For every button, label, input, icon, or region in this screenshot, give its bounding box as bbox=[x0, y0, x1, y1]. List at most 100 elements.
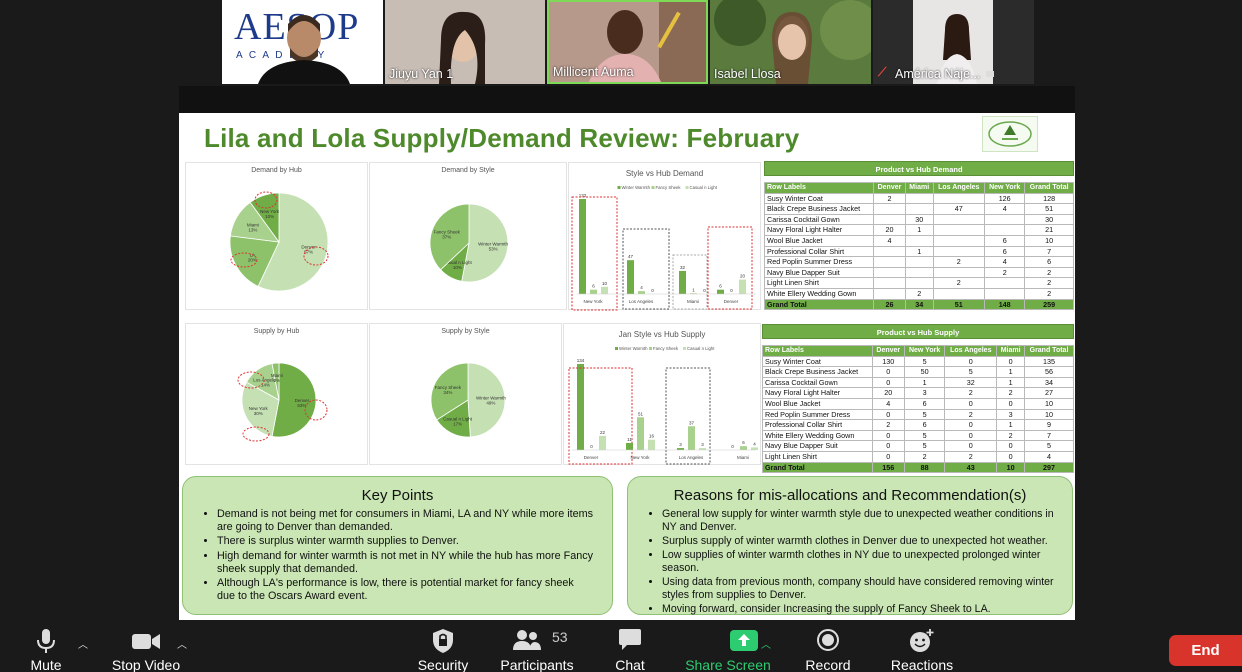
table-cell: 56 bbox=[1024, 366, 1074, 378]
table-cell: 0 bbox=[944, 397, 998, 410]
table-cell: 2 bbox=[944, 408, 998, 421]
stop-video-button[interactable]: Stop Video bbox=[106, 622, 186, 672]
table-cell: 10 bbox=[1024, 234, 1074, 247]
table-cell: White Ellery Wedding Gown bbox=[764, 287, 874, 300]
bar-value-label: 134 bbox=[577, 358, 585, 363]
bar bbox=[679, 270, 686, 294]
security-button[interactable]: Security bbox=[412, 622, 474, 672]
video-tile-host[interactable]: AESOP A C A D E M Y bbox=[222, 0, 383, 84]
table-cell: 0 bbox=[871, 429, 905, 442]
table-row: Professional Collar Shirt 2 6 0 1 9 bbox=[762, 419, 1074, 431]
table-cell: Wool Blue Jacket bbox=[762, 397, 873, 410]
table-cell: 0 bbox=[871, 376, 905, 389]
bar-value-label: 11 bbox=[627, 437, 632, 442]
table-cell: 20 bbox=[871, 387, 905, 399]
table-cell: 130 bbox=[871, 355, 905, 368]
table-cell bbox=[873, 287, 906, 300]
table-row: Carissa Cocktail Gown 30 30 bbox=[764, 213, 1074, 226]
table-cell: 27 bbox=[1024, 387, 1074, 399]
table-cell: 6 bbox=[984, 234, 1026, 247]
table-cell bbox=[873, 277, 906, 289]
record-button[interactable]: Record bbox=[800, 622, 856, 672]
pie-slice-label: Miami bbox=[247, 223, 259, 228]
bar bbox=[751, 447, 758, 450]
pie-slice-label: Fancy Sheek bbox=[434, 229, 461, 234]
pie-slice bbox=[467, 362, 506, 438]
video-tile-active-speaker[interactable]: Millicent Auma bbox=[547, 0, 708, 84]
highlight-circle bbox=[230, 252, 258, 268]
audio-options-caret-icon[interactable]: ︿ bbox=[78, 640, 88, 651]
table-cell: 32 bbox=[944, 376, 998, 389]
bar-value-label: 10 bbox=[602, 281, 608, 286]
table-cell: 148 bbox=[984, 298, 1026, 311]
table-cell: 1 bbox=[996, 366, 1026, 378]
bar-value-label: 0 bbox=[730, 288, 733, 293]
bar-value-label: 6 bbox=[742, 440, 745, 445]
table-cell: Susy Winter Coat bbox=[764, 192, 874, 205]
video-options-caret-icon[interactable]: ︿ bbox=[177, 640, 187, 651]
chart-title: Demand by Style bbox=[441, 167, 495, 174]
pie-slice-percent: 14% bbox=[261, 382, 270, 387]
legend-swatch bbox=[617, 186, 621, 189]
share-options-caret-icon[interactable]: ︿ bbox=[761, 640, 771, 651]
table-cell: Professional Collar Shirt bbox=[764, 245, 874, 258]
bar-value-label: 20 bbox=[740, 274, 746, 279]
video-tile-participant-1[interactable]: Jiuyu Yan 1 bbox=[385, 0, 545, 84]
pie-slice-percent: 57% bbox=[304, 250, 313, 255]
table-cell: 5 bbox=[903, 429, 946, 442]
legend-swatch bbox=[649, 347, 652, 350]
reactions-button[interactable]: Reactions bbox=[886, 622, 958, 672]
column-header: Grand Total bbox=[1024, 182, 1074, 194]
participants-label: Participants bbox=[500, 657, 574, 672]
list-item: Low supplies of winter warmth clothes in… bbox=[662, 549, 1054, 575]
pie-slice bbox=[430, 362, 469, 421]
chat-button[interactable]: Chat bbox=[605, 622, 655, 672]
table-cell: 2 bbox=[944, 387, 998, 399]
pie-slice-label: Fancy Sheek bbox=[435, 385, 462, 390]
mute-button[interactable]: Mute bbox=[18, 622, 74, 672]
video-tile-participant-3[interactable]: Isabel Llosa bbox=[710, 0, 871, 84]
aesop-logo-subtext: A C A D E M Y bbox=[236, 50, 327, 61]
bar-value-label: 16 bbox=[649, 434, 655, 439]
video-tile-participant-4[interactable]: ⟋ América Náje... bbox=[873, 0, 1034, 84]
bar-value-label: 0 bbox=[731, 444, 734, 449]
table-cell: 1 bbox=[904, 224, 934, 236]
bar-value-label: 4 bbox=[640, 285, 643, 290]
bar-category-label: New York bbox=[630, 455, 650, 460]
highlight-box bbox=[568, 367, 633, 465]
table-cell: Carissa Cocktail Gown bbox=[762, 376, 873, 389]
table-row: White Ellery Wedding Gown 2 2 bbox=[764, 287, 1074, 300]
participant-1-image bbox=[385, 0, 545, 84]
bar-value-label: 22 bbox=[600, 430, 606, 435]
table-cell: 4 bbox=[984, 203, 1026, 215]
bar-value-label: 3 bbox=[679, 442, 682, 447]
table-row: Wool Blue Jacket 4 6 0 0 10 bbox=[762, 397, 1074, 410]
pie-slice bbox=[257, 192, 329, 292]
table-cell bbox=[904, 266, 934, 279]
tile-menu-icon[interactable] bbox=[986, 71, 994, 77]
table-cell: 0 bbox=[871, 440, 905, 452]
pie-slice-percent: 49% bbox=[486, 400, 495, 405]
table-row: Carissa Cocktail Gown 0 1 32 1 34 bbox=[762, 376, 1074, 389]
share-screen-button[interactable]: Share Screen bbox=[681, 622, 775, 672]
bar-value-label: 51 bbox=[638, 411, 644, 416]
supply-by-style-chart: Supply by Style Winter Warmth 49% Casual n… bbox=[369, 323, 562, 465]
table-row: Red Poplin Summer Dress 0 5 2 3 10 bbox=[762, 408, 1074, 421]
end-meeting-button[interactable]: End bbox=[1169, 635, 1242, 666]
table-cell: 0 bbox=[996, 450, 1026, 463]
chart-title: Style vs Hub Demand bbox=[625, 169, 704, 178]
stop-video-label: Stop Video bbox=[111, 657, 181, 672]
pie-slice-percent: 20% bbox=[248, 258, 257, 263]
jan-style-vs-hub-supply-bars: Winter Warmth Fancy Sheek Casual n Light 13… bbox=[568, 346, 758, 465]
table-header-row: Row Labels Denver Miami Los Angeles New York… bbox=[764, 182, 1074, 194]
table-cell bbox=[873, 245, 906, 258]
slide-title: Lila and Lola Supply/Demand Review: Febr… bbox=[204, 123, 800, 153]
table-cell: 5 bbox=[903, 355, 946, 368]
table-cell: 2 bbox=[996, 387, 1026, 399]
highlight-circle bbox=[237, 371, 265, 389]
key-points-box: Key Points Demand is not being met for c… bbox=[182, 476, 613, 615]
share-screen-arrow-icon bbox=[730, 630, 758, 651]
participants-button[interactable]: 53 Participants bbox=[497, 622, 577, 672]
